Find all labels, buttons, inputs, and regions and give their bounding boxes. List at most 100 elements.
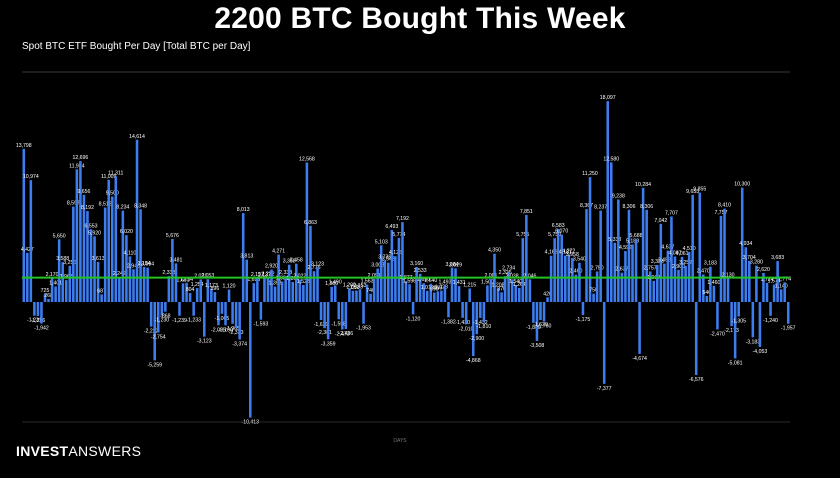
bar-data-label: 1,010 — [346, 285, 359, 291]
chart-bar — [121, 210, 125, 302]
chart-bar — [390, 229, 394, 302]
chart-bar — [762, 272, 765, 302]
chart-bar — [358, 289, 362, 302]
chart-bar — [684, 265, 687, 302]
bar-data-label: 7,707 — [665, 210, 678, 216]
bar-data-label: -6,576 — [689, 377, 704, 383]
chart-bar — [624, 251, 627, 302]
bar-data-label: 9,500 — [106, 191, 119, 197]
bar-data-label: 8,306 — [622, 204, 635, 210]
bar-data-label: -1,430 — [455, 320, 470, 326]
chart-bar — [164, 302, 167, 312]
chart-bar — [33, 302, 36, 316]
chart-bar — [149, 302, 153, 327]
bar-data-label: 3,458 — [290, 258, 303, 264]
chart-bar — [471, 302, 475, 357]
bar-data-label: 3,160 — [410, 261, 423, 267]
chart-bar — [362, 302, 365, 324]
chart-bar — [542, 302, 546, 322]
chart-bar — [510, 279, 514, 302]
chart-bar — [680, 256, 684, 302]
chart-bar — [500, 292, 503, 302]
chart-bar — [475, 302, 479, 335]
bar-data-label: 10,974 — [23, 174, 39, 180]
chart-bar — [79, 161, 82, 302]
bar-data-label: 2,053 — [201, 273, 214, 279]
chart-bar — [326, 302, 330, 340]
chart-bar — [702, 274, 705, 302]
chart-bar — [507, 271, 510, 302]
chart-bar — [369, 293, 372, 302]
bar-data-label: 3,813 — [240, 254, 253, 260]
bar-data-label: 1,500 — [481, 279, 494, 285]
chart-bar — [563, 255, 567, 302]
chart-bar — [709, 266, 712, 302]
bar-data-label: -1,942 — [34, 326, 49, 332]
bar-data-label: 12,696 — [72, 155, 88, 161]
chart-bar — [188, 293, 192, 302]
bar-data-label: 4,271 — [272, 249, 285, 255]
chart-bar — [36, 302, 40, 316]
chart-bar — [29, 180, 33, 302]
bar-data-label: 1,640 — [424, 278, 437, 284]
bar-data-label: 1,693 — [247, 277, 260, 283]
chart-bar — [503, 276, 507, 302]
chart-bar — [394, 256, 397, 302]
bar-data-label: 1,208 — [492, 283, 505, 289]
chart-bar — [50, 277, 54, 302]
chart-bar — [592, 293, 595, 302]
bar-data-label: 3,094 — [141, 262, 154, 268]
chart-bar — [114, 176, 118, 302]
bar-data-label: 5,676 — [166, 233, 179, 239]
chart-bar — [107, 179, 110, 302]
chart-bar — [387, 262, 390, 302]
bar-data-label: 3,029 — [449, 262, 462, 268]
chart-bar — [691, 194, 694, 302]
chart-bar — [156, 302, 160, 333]
bar-data-label: 14,614 — [129, 134, 145, 140]
chart-bar — [171, 239, 174, 302]
chart-bar — [556, 228, 560, 302]
chart-bar — [199, 279, 202, 302]
bar-data-label: -2,361 — [317, 330, 332, 336]
bar-data-label: -3,359 — [321, 341, 336, 347]
bar-data-label: -2,222 — [144, 329, 159, 335]
bar-data-label: 3,154 — [138, 261, 151, 267]
chart-bar — [323, 302, 326, 329]
chart-bar — [514, 284, 517, 302]
chart-bar — [96, 261, 100, 302]
chart-bar — [730, 302, 733, 327]
bar-data-label: -1,965 — [225, 326, 240, 332]
bar-data-label: 896 — [211, 286, 220, 292]
bar-data-label: 1,173 — [205, 283, 218, 289]
chart-bar — [479, 302, 482, 318]
chart-bar — [634, 238, 638, 302]
chart-bar — [440, 290, 443, 302]
chart-bar — [783, 282, 786, 302]
bar-data-label: 420 — [543, 291, 552, 297]
bar-data-label: 8,367 — [580, 203, 593, 209]
bar-data-label: 9,238 — [612, 193, 625, 199]
chart-bar — [266, 277, 270, 302]
bar-data-label: 8,512 — [99, 202, 112, 208]
bar-data-label: 7,192 — [396, 216, 409, 222]
chart-bar — [22, 148, 26, 302]
bar-data-label: 8,410 — [718, 203, 731, 209]
chart-bar — [581, 302, 585, 316]
bar-data-label: 740 — [366, 288, 375, 294]
chart-bar — [415, 266, 418, 302]
chart-bar — [443, 285, 447, 302]
bar-data-label: 2,948 — [127, 263, 140, 269]
chart-bar — [287, 264, 291, 302]
bar-data-label: -10,413 — [241, 420, 259, 426]
chart-bar — [779, 289, 783, 302]
bar-data-label: -3,123 — [197, 339, 212, 345]
chart-bar — [652, 280, 656, 302]
chart-bar — [72, 206, 75, 302]
chart-bar — [535, 302, 539, 341]
chart-bar — [758, 302, 762, 347]
chart-bar — [245, 259, 249, 302]
bar-data-label: 5,688 — [630, 233, 643, 239]
bar-data-label: 1,724 — [761, 277, 774, 283]
chart-bar — [241, 213, 245, 302]
